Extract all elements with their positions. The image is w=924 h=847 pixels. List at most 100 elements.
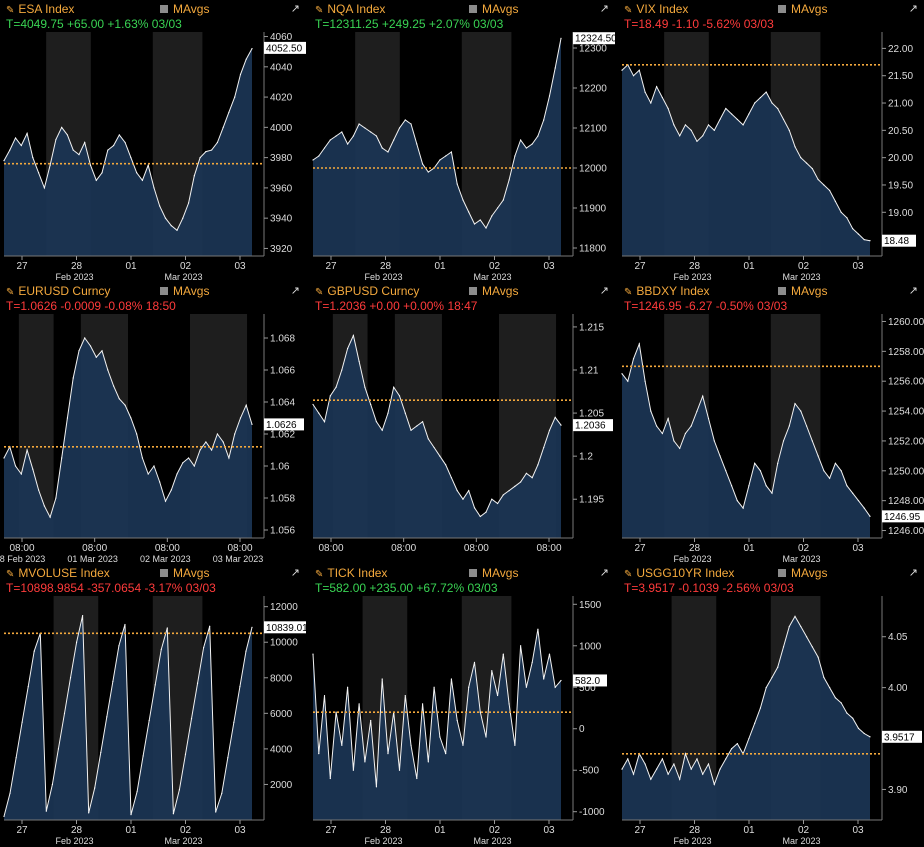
data-point (690, 129, 692, 131)
series-area (313, 38, 561, 257)
data-point (421, 163, 424, 165)
data-point (823, 676, 825, 679)
data-point (754, 462, 756, 464)
data-point (101, 350, 103, 352)
data-point (869, 736, 871, 738)
data-point (439, 736, 441, 738)
data-point (182, 462, 184, 464)
data-point (829, 687, 831, 689)
y-tick-label: 21.50 (888, 71, 913, 82)
data-point (834, 462, 836, 464)
legend-swatch (160, 5, 168, 13)
expand-icon[interactable]: ↗ (908, 3, 918, 15)
chart-panel-4[interactable]: 1.215 1.21 1.205 1.2 1.195 1.2036 08:00 08:00 08… (309, 282, 615, 564)
x-tick-label: 02 (798, 825, 810, 836)
data-point (130, 417, 132, 419)
legend-label: MAvgs (173, 2, 210, 16)
y-tick-label: 10000 (270, 638, 298, 649)
y-tick-label: 3.90 (888, 785, 908, 796)
expand-icon[interactable]: ↗ (290, 567, 300, 579)
data-point (38, 172, 40, 174)
data-point (130, 157, 132, 159)
expand-icon[interactable]: ↗ (908, 567, 918, 579)
chart-panel-0[interactable]: 4060 4040 4020 4000 3980 3960 3940 3920 4052.50 2… (0, 0, 306, 282)
y-tick-label: 1246.00 (888, 526, 924, 537)
expand-icon[interactable]: ↗ (290, 285, 300, 297)
x-tick-label: 01 (125, 825, 137, 836)
data-point (335, 711, 337, 713)
data-point (805, 162, 808, 164)
expand-icon[interactable]: ↗ (599, 3, 609, 15)
data-point (863, 239, 865, 241)
panel-title: ✎ MVOLUSE Index (6, 566, 110, 580)
x-tick-label: 28 (380, 261, 392, 272)
last-value-text: 18.48 (884, 236, 909, 247)
data-point (153, 465, 155, 467)
chart-svg: 1260.00 1258.00 1256.00 1254.00 1252.00 1250.… (621, 314, 924, 564)
data-point (209, 625, 211, 627)
chart-panel-7[interactable]: 1500 1000 500 0 -500 -1000 582.0 27 28 01 02 03 Feb … (309, 564, 615, 846)
data-point (375, 421, 378, 423)
x-tick-label: 01 (434, 825, 446, 836)
data-point (427, 171, 429, 173)
chart-panel-2[interactable]: 22.0021.5021.0020.5020.0019.5019.0018.50… (618, 0, 924, 282)
legend-mavgs: MAvgs (778, 284, 827, 298)
data-point (221, 792, 223, 794)
last-value-tag (882, 510, 924, 523)
y-tick-label: 1.062 (270, 430, 295, 441)
data-point (782, 440, 785, 442)
expand-icon[interactable]: ↗ (290, 3, 300, 15)
data-point (719, 118, 721, 121)
panel-stats: T=12311.25 +249.25 +2.07% 03/03 (315, 17, 504, 31)
data-point (479, 515, 481, 518)
last-value-text: 582.0 (575, 676, 600, 687)
data-point (560, 679, 562, 682)
chart-panel-1[interactable]: 12300 12200 12100 12000 11900 11800 12324.50 27… (309, 0, 615, 282)
data-point (154, 684, 156, 686)
chart-panel-5[interactable]: 1260.00 1258.00 1256.00 1254.00 1252.00 1250.… (618, 282, 924, 564)
data-point (370, 131, 372, 133)
data-point (352, 135, 354, 137)
series-line (621, 615, 871, 787)
data-point (170, 225, 172, 227)
data-point (696, 140, 698, 142)
data-point (329, 777, 331, 780)
y-tick-label: 1.195 (579, 495, 604, 506)
panel-stats: T=1.2036 +0.00 +0.00% 18:47 (315, 299, 478, 313)
last-value-tag (573, 32, 615, 45)
data-point (754, 102, 756, 104)
chart-panel-6[interactable]: 12000 10000 8000 6000 4000 2000 10839.01 27 28 01… (0, 564, 306, 846)
data-point (101, 172, 103, 174)
data-point (736, 743, 738, 745)
data-point (3, 815, 5, 818)
data-point (456, 183, 458, 185)
expand-icon[interactable]: ↗ (599, 567, 609, 579)
data-point (817, 455, 819, 457)
data-point (788, 625, 790, 628)
data-point (514, 485, 516, 487)
x-sub-label: 03 Mar 2023 (213, 554, 264, 564)
y-tick-label: 11900 (579, 204, 607, 215)
data-point (216, 433, 218, 435)
y-tick-label: 1.21 (579, 366, 599, 377)
data-point (713, 129, 715, 131)
expand-icon[interactable]: ↗ (908, 285, 918, 297)
x-tick-label: 01 (743, 825, 755, 836)
expand-icon[interactable]: ↗ (599, 285, 609, 297)
y-tick-label: 1.06 (270, 462, 290, 473)
x-sub-label: Mar 2023 (782, 272, 820, 282)
y-tick-label: 3940 (270, 214, 293, 225)
x-tick-label: 08:00 (155, 543, 180, 554)
y-tick-label: 4060 (270, 32, 293, 43)
chart-panel-3[interactable]: 1.068 1.066 1.064 1.062 1.06 1.058 1.056 1.0626… (0, 282, 306, 564)
legend-label: MAvgs (482, 2, 519, 16)
last-value-tag (264, 418, 304, 431)
data-point (153, 187, 155, 189)
data-point (473, 223, 476, 225)
x-tick-label: 01 (743, 261, 755, 272)
y-tick-label: 4.05 (888, 632, 908, 643)
legend-swatch (469, 569, 477, 577)
y-tick-label: 1256.00 (888, 377, 924, 388)
x-tick-label: 28 (689, 261, 701, 272)
